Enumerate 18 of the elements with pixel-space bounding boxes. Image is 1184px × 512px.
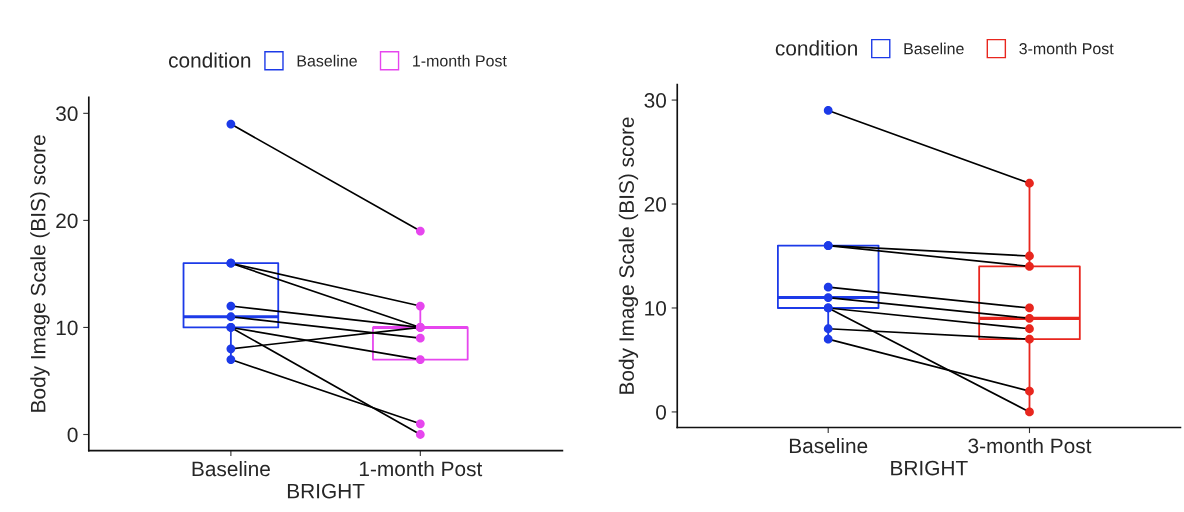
y-tick-label: 30 xyxy=(56,106,78,122)
legend-label: 3-month Post xyxy=(1019,42,1114,55)
y-tick-label: 10 xyxy=(56,320,78,336)
y-tick-label: 20 xyxy=(644,197,667,212)
y-tick-label: 0 xyxy=(656,404,667,420)
legend-title: condition xyxy=(168,52,251,68)
y-axis-title: Body Image Scale (BIS) score xyxy=(30,135,50,412)
x-axis-title: BRIGHT xyxy=(891,460,968,476)
legend-label: Baseline xyxy=(904,42,964,55)
y-tick-label: 10 xyxy=(645,300,667,316)
x-axis-title: BRIGHT xyxy=(287,483,365,499)
legend-title: condition xyxy=(775,40,857,56)
legend-label: 1-month Post xyxy=(413,54,507,67)
y-tick-label: 20 xyxy=(56,213,78,229)
y-axis-title: Body Image Scale (BIS) score xyxy=(618,117,639,394)
y-tick-label: 0 xyxy=(67,427,78,443)
y-tick-label: 30 xyxy=(644,93,667,108)
legend-label: Baseline xyxy=(297,54,357,67)
